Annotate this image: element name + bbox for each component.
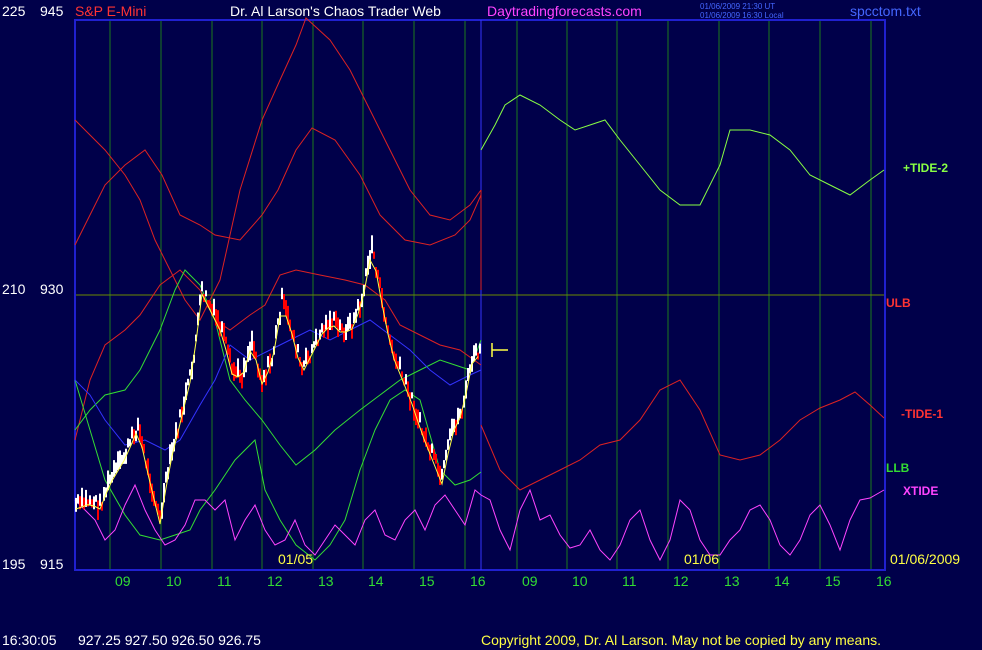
date-label-day1: 01/05: [278, 551, 313, 567]
x-tick-label: 10: [572, 573, 588, 589]
left-axis-mid-label: 210: [2, 281, 26, 297]
date-label-day2: 01/06: [684, 551, 719, 567]
tide-minus1-label: -TIDE-1: [901, 407, 943, 421]
footer-time: 16:30:05: [2, 632, 57, 648]
timestamp-local: 01/06/2009 16:30 Local: [700, 11, 784, 20]
tide-minus1-line: [480, 379, 885, 491]
x-tick-label: 10: [166, 573, 182, 589]
app-title: Dr. Al Larson's Chaos Trader Web: [230, 3, 441, 19]
date-label-full: 01/06/2009: [890, 551, 960, 567]
tide-plus2-label: +TIDE-2: [903, 161, 948, 175]
xtide-line: [74, 483, 885, 562]
timestamp-ut: 01/06/2009 21:30 UT: [700, 2, 775, 11]
x-tick-label: 15: [419, 573, 435, 589]
last-price-marker: [491, 343, 508, 357]
plot-frame: [74, 19, 886, 571]
left-axis-top-label: 225: [2, 3, 26, 19]
x-tick-label: 09: [115, 573, 131, 589]
ulb-outer-line: [74, 17, 482, 321]
price-axis-bottom-label: 915: [40, 556, 64, 572]
x-tick-labels: 09 10 11 12 13 14 15 16 09 10 11 12 13 14 15 16: [115, 573, 892, 589]
ulb-label: ULB: [886, 296, 911, 310]
x-tick-label: 13: [318, 573, 334, 589]
data-file-label: spcctom.txt: [850, 3, 921, 19]
x-tick-label: 13: [724, 573, 740, 589]
moving-average-line: [74, 319, 482, 451]
x-tick-label: 09: [522, 573, 538, 589]
llb-lower-line: [74, 379, 482, 561]
xtide-label: XTIDE: [903, 484, 938, 498]
series-layer: [74, 17, 885, 562]
llb-label: LLB: [886, 461, 910, 475]
x-tick-label: 12: [267, 573, 283, 589]
x-tick-label: 15: [825, 573, 841, 589]
price-bars: [75, 235, 481, 525]
ulb-lower-line: [74, 269, 482, 441]
tide-plus2-line: [480, 94, 885, 206]
x-tick-label: 11: [622, 573, 637, 589]
x-tick-label: 16: [470, 573, 486, 589]
footer-ohlc: 927.25 927.50 926.50 926.75: [78, 632, 261, 648]
symbol-label: S&P E-Mini: [75, 3, 146, 19]
site-link[interactable]: Daytradingforecasts.com: [487, 3, 642, 19]
x-tick-label: 11: [217, 573, 232, 589]
x-tick-label: 16: [876, 573, 892, 589]
fast-average-line: [75, 258, 479, 525]
price-axis-mid-label: 930: [40, 281, 64, 297]
price-axis-top-label: 945: [40, 3, 64, 19]
copyright-notice: Copyright 2009, Dr. Al Larson. May not b…: [481, 632, 881, 648]
x-tick-label: 12: [673, 573, 689, 589]
ulb-upper-line: [74, 127, 482, 246]
llb-upper-line: [74, 269, 482, 466]
x-tick-label: 14: [368, 573, 384, 589]
x-tick-label: 14: [774, 573, 790, 589]
left-axis-bottom-label: 195: [2, 556, 26, 572]
